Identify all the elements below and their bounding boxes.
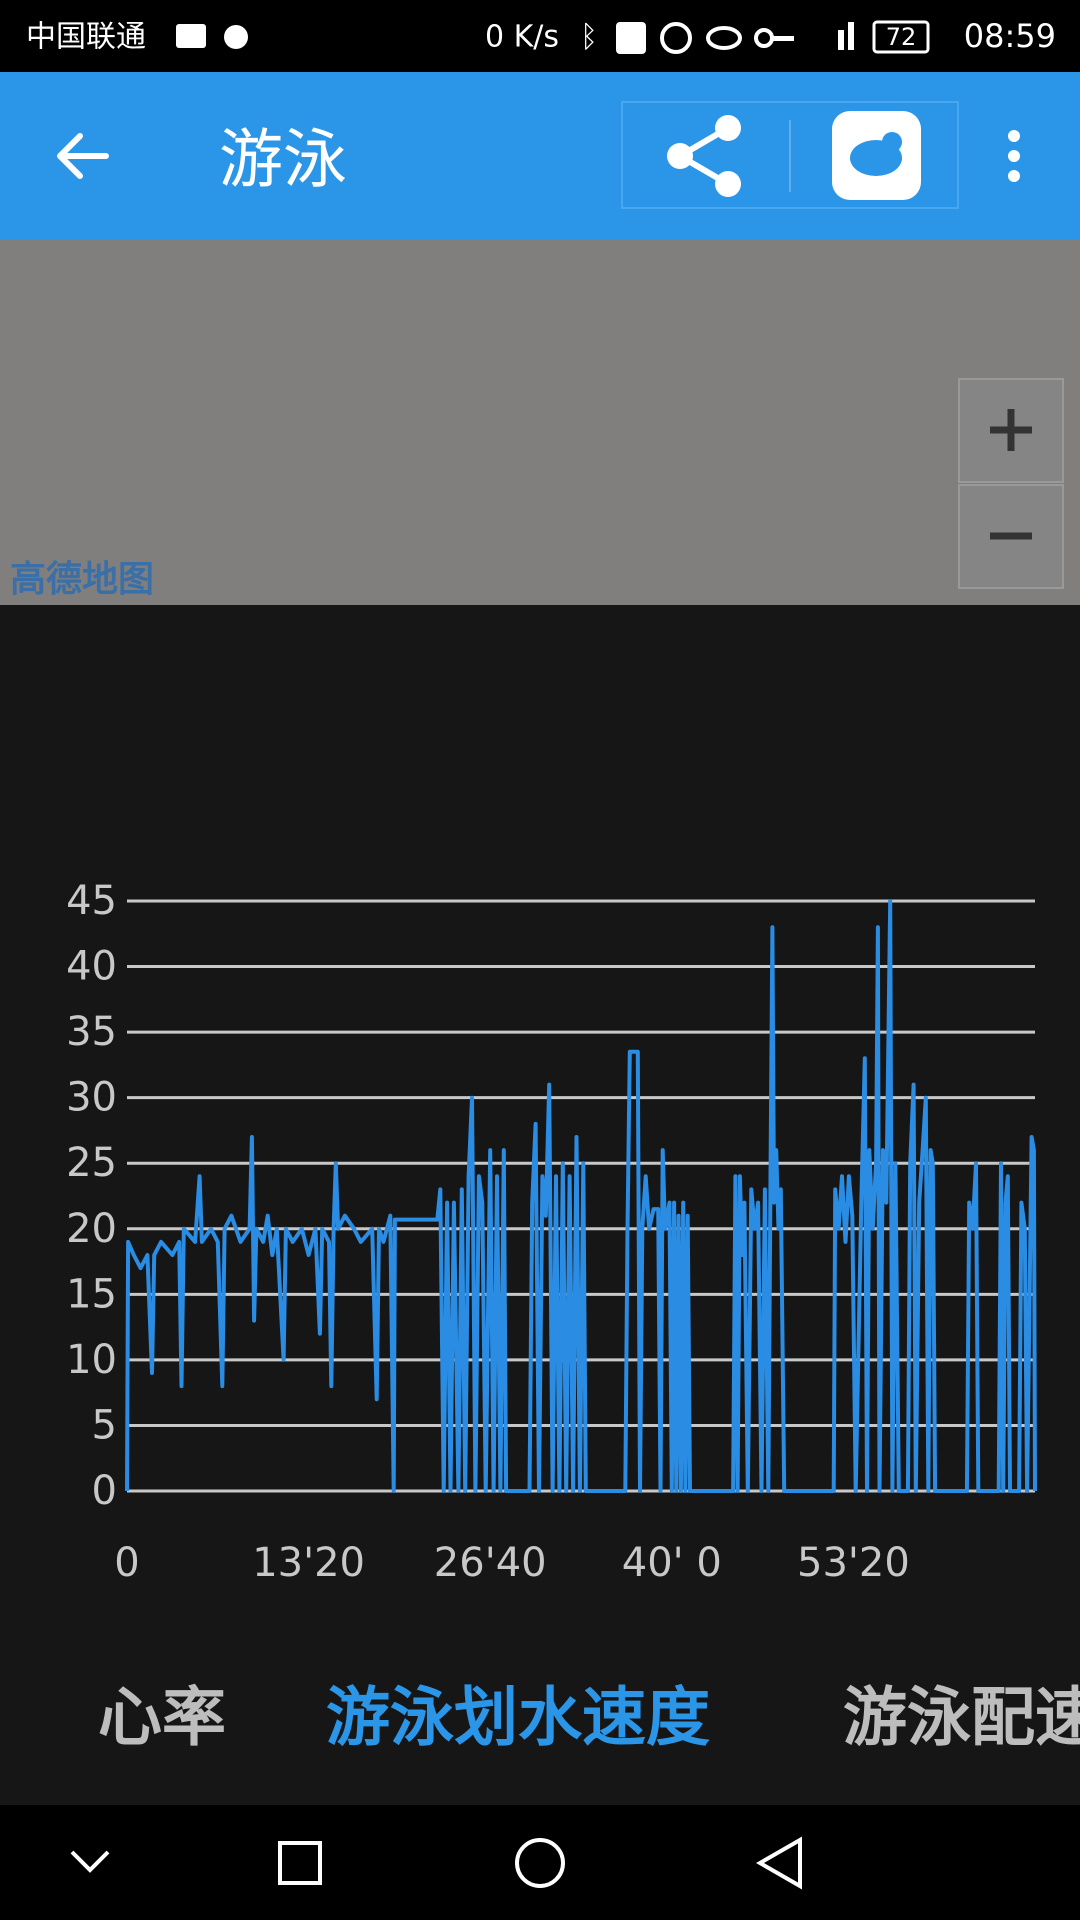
y-tick-label: 30 [66,1075,117,1121]
y-tick-label: 40 [66,944,117,990]
y-tick-label: 45 [66,878,117,924]
map-view[interactable] [0,240,1080,605]
app-title: 游泳 [219,124,347,198]
y-tick-label: 5 [92,1402,117,1448]
eye-icon [706,26,742,50]
x-tick-label: 40' 0 [622,1540,722,1586]
nav-home[interactable] [515,1838,565,1888]
back-button[interactable] [57,133,109,179]
zoom-in[interactable] [958,378,1064,483]
y-tick-label: 15 [66,1271,117,1317]
tab[interactable]: 游泳配速 [843,1682,1080,1756]
share-panel [621,101,959,209]
y-tick-label: 0 [92,1468,117,1514]
nav-hide[interactable] [70,1850,110,1873]
data-line [125,899,1037,1493]
cloud-icon [224,25,248,49]
nav-back[interactable] [755,1836,802,1890]
map-attribution: 高德地图 [10,559,154,600]
overflow-menu[interactable] [1008,130,1020,182]
signal-icon [848,22,854,50]
x-tick-label: 26'40 [434,1540,547,1586]
chart: 0 5 10 15 20 25 30 35 40 45 0 13'20 26'40 40' 0 53'20 [66,878,1037,1586]
tab[interactable]: 心率 [98,1682,226,1756]
net-speed: 0 K/s [485,20,559,55]
y-tick-label: 10 [66,1337,117,1383]
x-tick-label: 53'20 [797,1540,910,1586]
battery-level: 72 [886,23,917,51]
share-button[interactable] [667,115,741,197]
bt-icon: ᛒ [580,20,598,55]
tab-active[interactable]: 游泳划水速度 [326,1682,710,1756]
twitter-button[interactable] [832,111,921,200]
signal-icon [838,30,844,50]
nav-recents[interactable] [278,1841,322,1885]
battery-icon [872,20,930,54]
nav-bar [0,1805,1080,1920]
activity-icon [176,24,206,48]
y-tick-label: 35 [66,1009,117,1055]
y-tick-label: 20 [66,1206,117,1252]
key-icon-stem [772,36,794,41]
zoom-out[interactable] [958,484,1064,589]
y-tick-label: 25 [66,1140,117,1186]
clock: 08:59 [964,17,1056,55]
alarm-icon [660,22,692,54]
x-tick-label: 0 [114,1540,139,1586]
nfc-icon [616,22,646,54]
x-tick-label: 13'20 [252,1540,365,1586]
carrier: 中国联通 [26,20,146,55]
